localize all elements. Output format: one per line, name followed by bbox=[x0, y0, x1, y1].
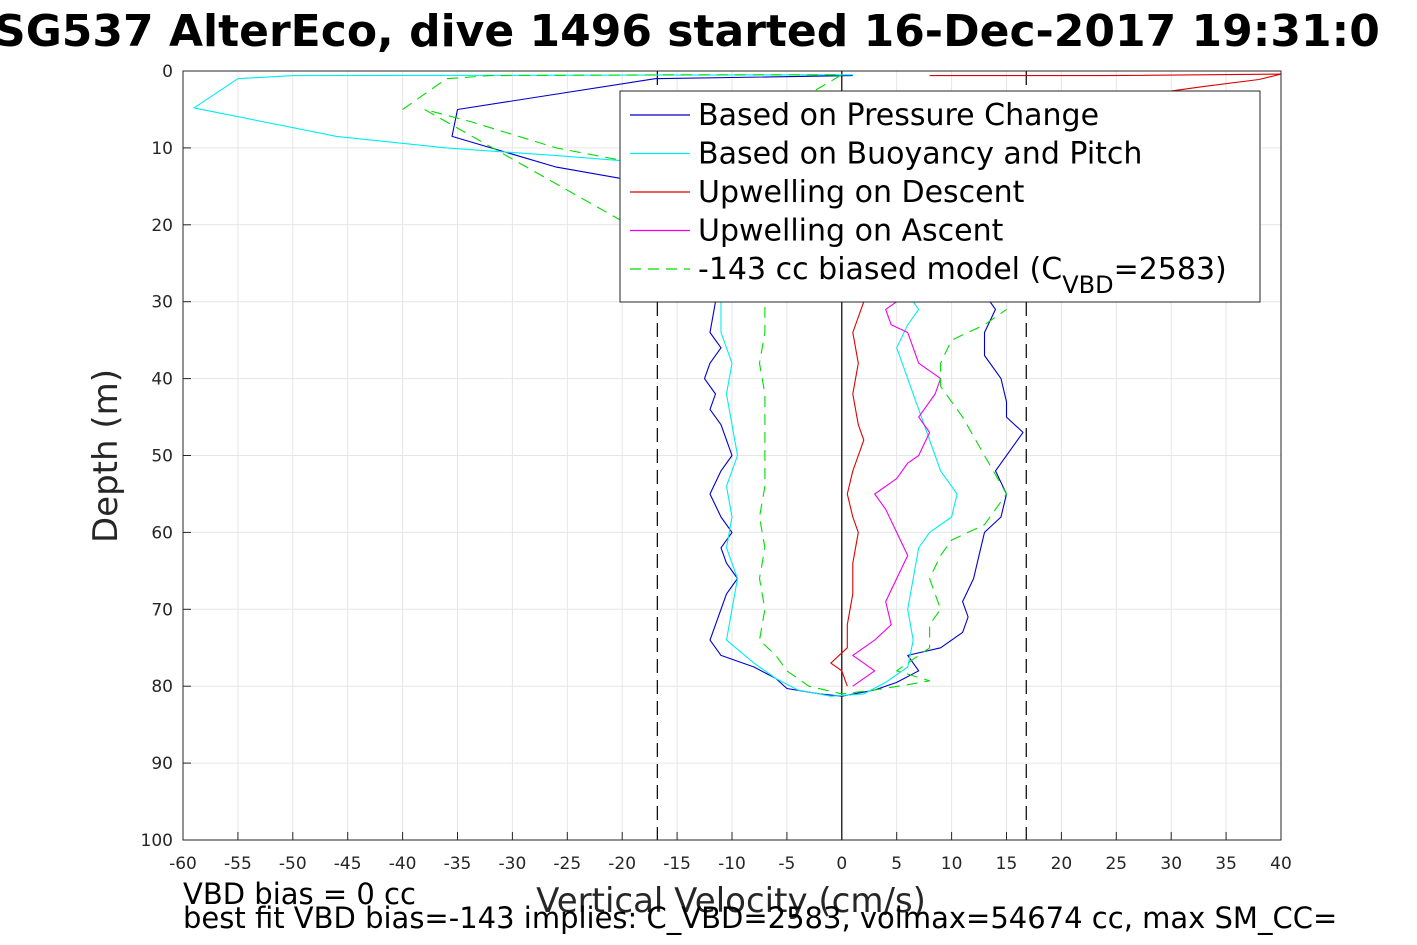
x-tick-label: -45 bbox=[334, 854, 362, 874]
x-tick-label: 25 bbox=[1105, 854, 1127, 874]
x-tick-label: -10 bbox=[718, 854, 746, 874]
y-tick-label: 0 bbox=[162, 62, 173, 82]
y-tick-label: 10 bbox=[151, 139, 173, 159]
x-tick-label: -35 bbox=[444, 854, 472, 874]
series-line bbox=[830, 73, 1282, 687]
x-tick-label: -60 bbox=[169, 854, 197, 874]
y-tick-label: 100 bbox=[141, 831, 173, 851]
legend-box bbox=[619, 90, 1261, 303]
x-tick-label: -30 bbox=[499, 854, 527, 874]
y-tick-label: 40 bbox=[151, 370, 173, 390]
legend-label: Upwelling on Ascent bbox=[698, 214, 1004, 249]
x-tick-label: 20 bbox=[1051, 854, 1073, 874]
vbd-bias-note: VBD bias = 0 cc bbox=[183, 877, 416, 911]
y-tick-label: 80 bbox=[151, 677, 173, 697]
x-tick-label: -50 bbox=[279, 854, 307, 874]
series-line bbox=[852, 301, 942, 687]
x-tick-label: -15 bbox=[663, 854, 691, 874]
x-tick-label: -55 bbox=[224, 854, 252, 874]
y-tick-label: 90 bbox=[151, 754, 173, 774]
x-tick-label: -5 bbox=[778, 854, 795, 874]
best-fit-note: best fit VBD bias=-143 implies: C_VBD=25… bbox=[183, 901, 1337, 935]
legend: Based on Pressure Change Based on Buoyanc… bbox=[619, 90, 1261, 303]
legend-label: Based on Pressure Change bbox=[698, 98, 1099, 133]
legend-label: -143 cc biased model (CVBD=2583) bbox=[698, 252, 1227, 299]
x-axis-ticks: -60 -55 -50 -45 -40 -35 -30 -25 -20 -15 -10 -5 0 5 10 1… bbox=[169, 832, 1292, 874]
legend-label: Upwelling on Descent bbox=[698, 175, 1025, 210]
y-tick-label: 50 bbox=[151, 447, 173, 467]
x-tick-label: 40 bbox=[1270, 854, 1292, 874]
series-line bbox=[402, 74, 1008, 695]
x-tick-label: 30 bbox=[1160, 854, 1182, 874]
x-tick-label: 35 bbox=[1215, 854, 1237, 874]
x-tick-label: -40 bbox=[389, 854, 417, 874]
x-tick-label: -25 bbox=[553, 854, 581, 874]
y-tick-label: 30 bbox=[151, 293, 173, 313]
x-tick-label: 10 bbox=[941, 854, 963, 874]
x-tick-label: 5 bbox=[891, 854, 902, 874]
series-line bbox=[451, 75, 1024, 697]
x-tick-label: 15 bbox=[996, 854, 1018, 874]
y-tick-label: 20 bbox=[151, 216, 173, 236]
chart-title: SG537 AlterEco, dive 1496 started 16-Dec… bbox=[0, 6, 1380, 57]
x-axis-label: Vertical Velocity (cm/s) bbox=[536, 881, 926, 921]
y-axis-label: Depth (m) bbox=[86, 369, 126, 543]
y-tick-label: 60 bbox=[151, 523, 173, 543]
y-tick-label: 70 bbox=[151, 600, 173, 620]
x-tick-label: -20 bbox=[608, 854, 636, 874]
x-tick-label: 0 bbox=[836, 854, 847, 874]
y-axis-ticks: 0 10 20 30 40 50 60 70 80 90 100 bbox=[141, 62, 191, 851]
legend-label: Based on Buoyancy and Pitch bbox=[698, 137, 1142, 172]
